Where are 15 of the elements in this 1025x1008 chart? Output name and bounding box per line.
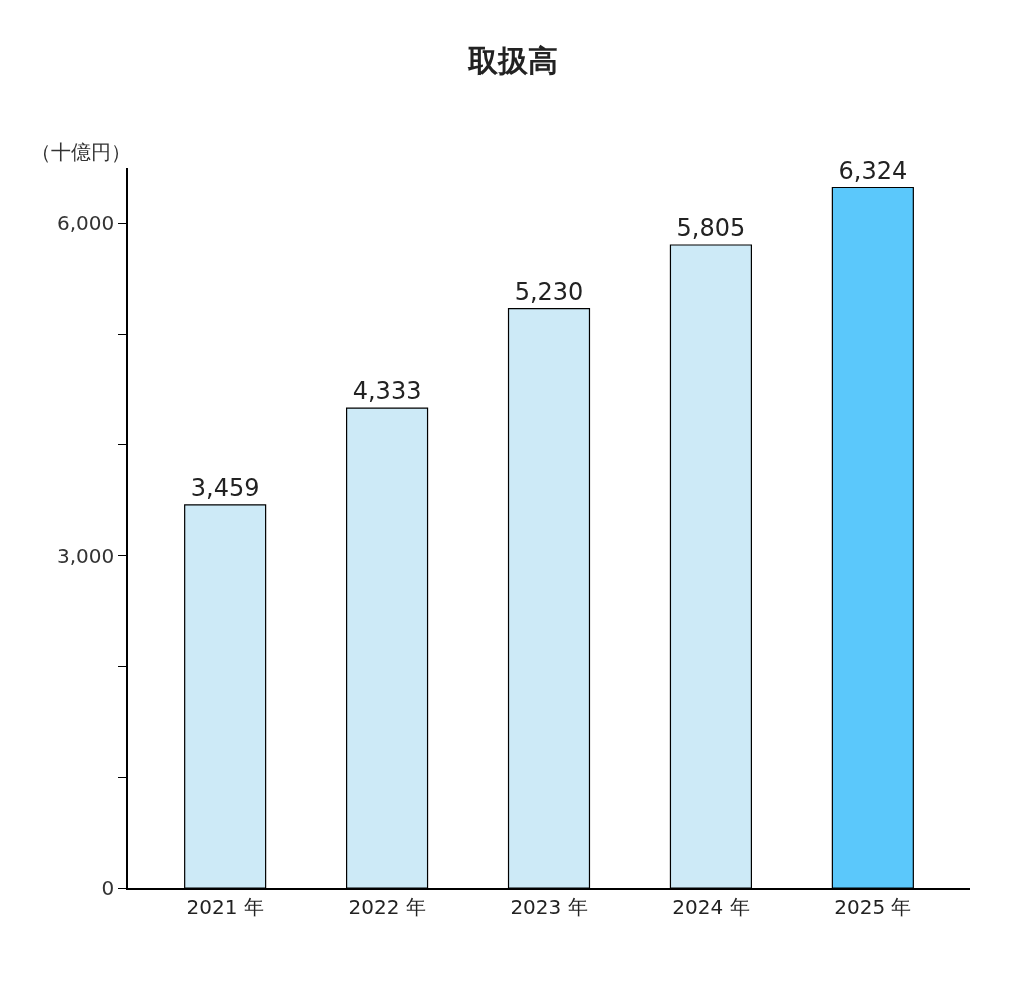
data-label: 5,230 xyxy=(514,277,584,306)
x-tick-label: 2025 年 xyxy=(834,894,912,919)
data-label: 5,805 xyxy=(676,213,746,242)
data-label: 3,459 xyxy=(190,473,260,502)
chart-title: 取扱高 xyxy=(466,43,558,79)
y-tick-label: 3,000 xyxy=(56,543,115,568)
y-tick-label: 6,000 xyxy=(56,211,115,236)
x-tick-label: 2022 年 xyxy=(348,894,426,919)
data-label: 4,333 xyxy=(352,377,422,406)
x-tick-label: 2023 年 xyxy=(510,894,588,919)
y-tick-label: 0 xyxy=(101,876,115,900)
x-tick-label: 2024 年 xyxy=(672,894,750,919)
y-axis-title: （十億円） xyxy=(31,140,131,164)
data-label: 6,324 xyxy=(838,156,908,185)
x-tick-label: 2021 年 xyxy=(186,894,264,919)
